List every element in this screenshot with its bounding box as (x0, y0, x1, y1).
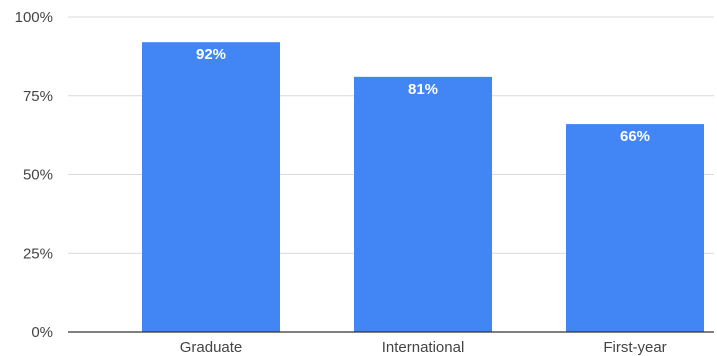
x-tick-label: International (382, 339, 465, 356)
data-labels: 92% 81% 66% (196, 46, 650, 145)
data-label: 66% (620, 128, 650, 145)
y-tick-label: 75% (23, 88, 53, 105)
x-tick-label: Graduate (180, 339, 243, 356)
data-label: 92% (196, 46, 226, 63)
x-axis-ticks: Graduate International First-year (180, 339, 667, 356)
bar (142, 42, 280, 332)
bar (354, 76, 492, 332)
y-axis-ticks: 0% 25% 50% 75% 100% (15, 9, 53, 341)
y-tick-label: 25% (23, 245, 53, 262)
x-tick-label: First-year (603, 339, 666, 356)
y-tick-label: 100% (15, 9, 53, 26)
bar (566, 124, 704, 332)
y-tick-label: 50% (23, 167, 53, 184)
y-tick-label: 0% (31, 324, 53, 341)
data-label: 81% (408, 81, 438, 98)
bars (142, 42, 704, 332)
